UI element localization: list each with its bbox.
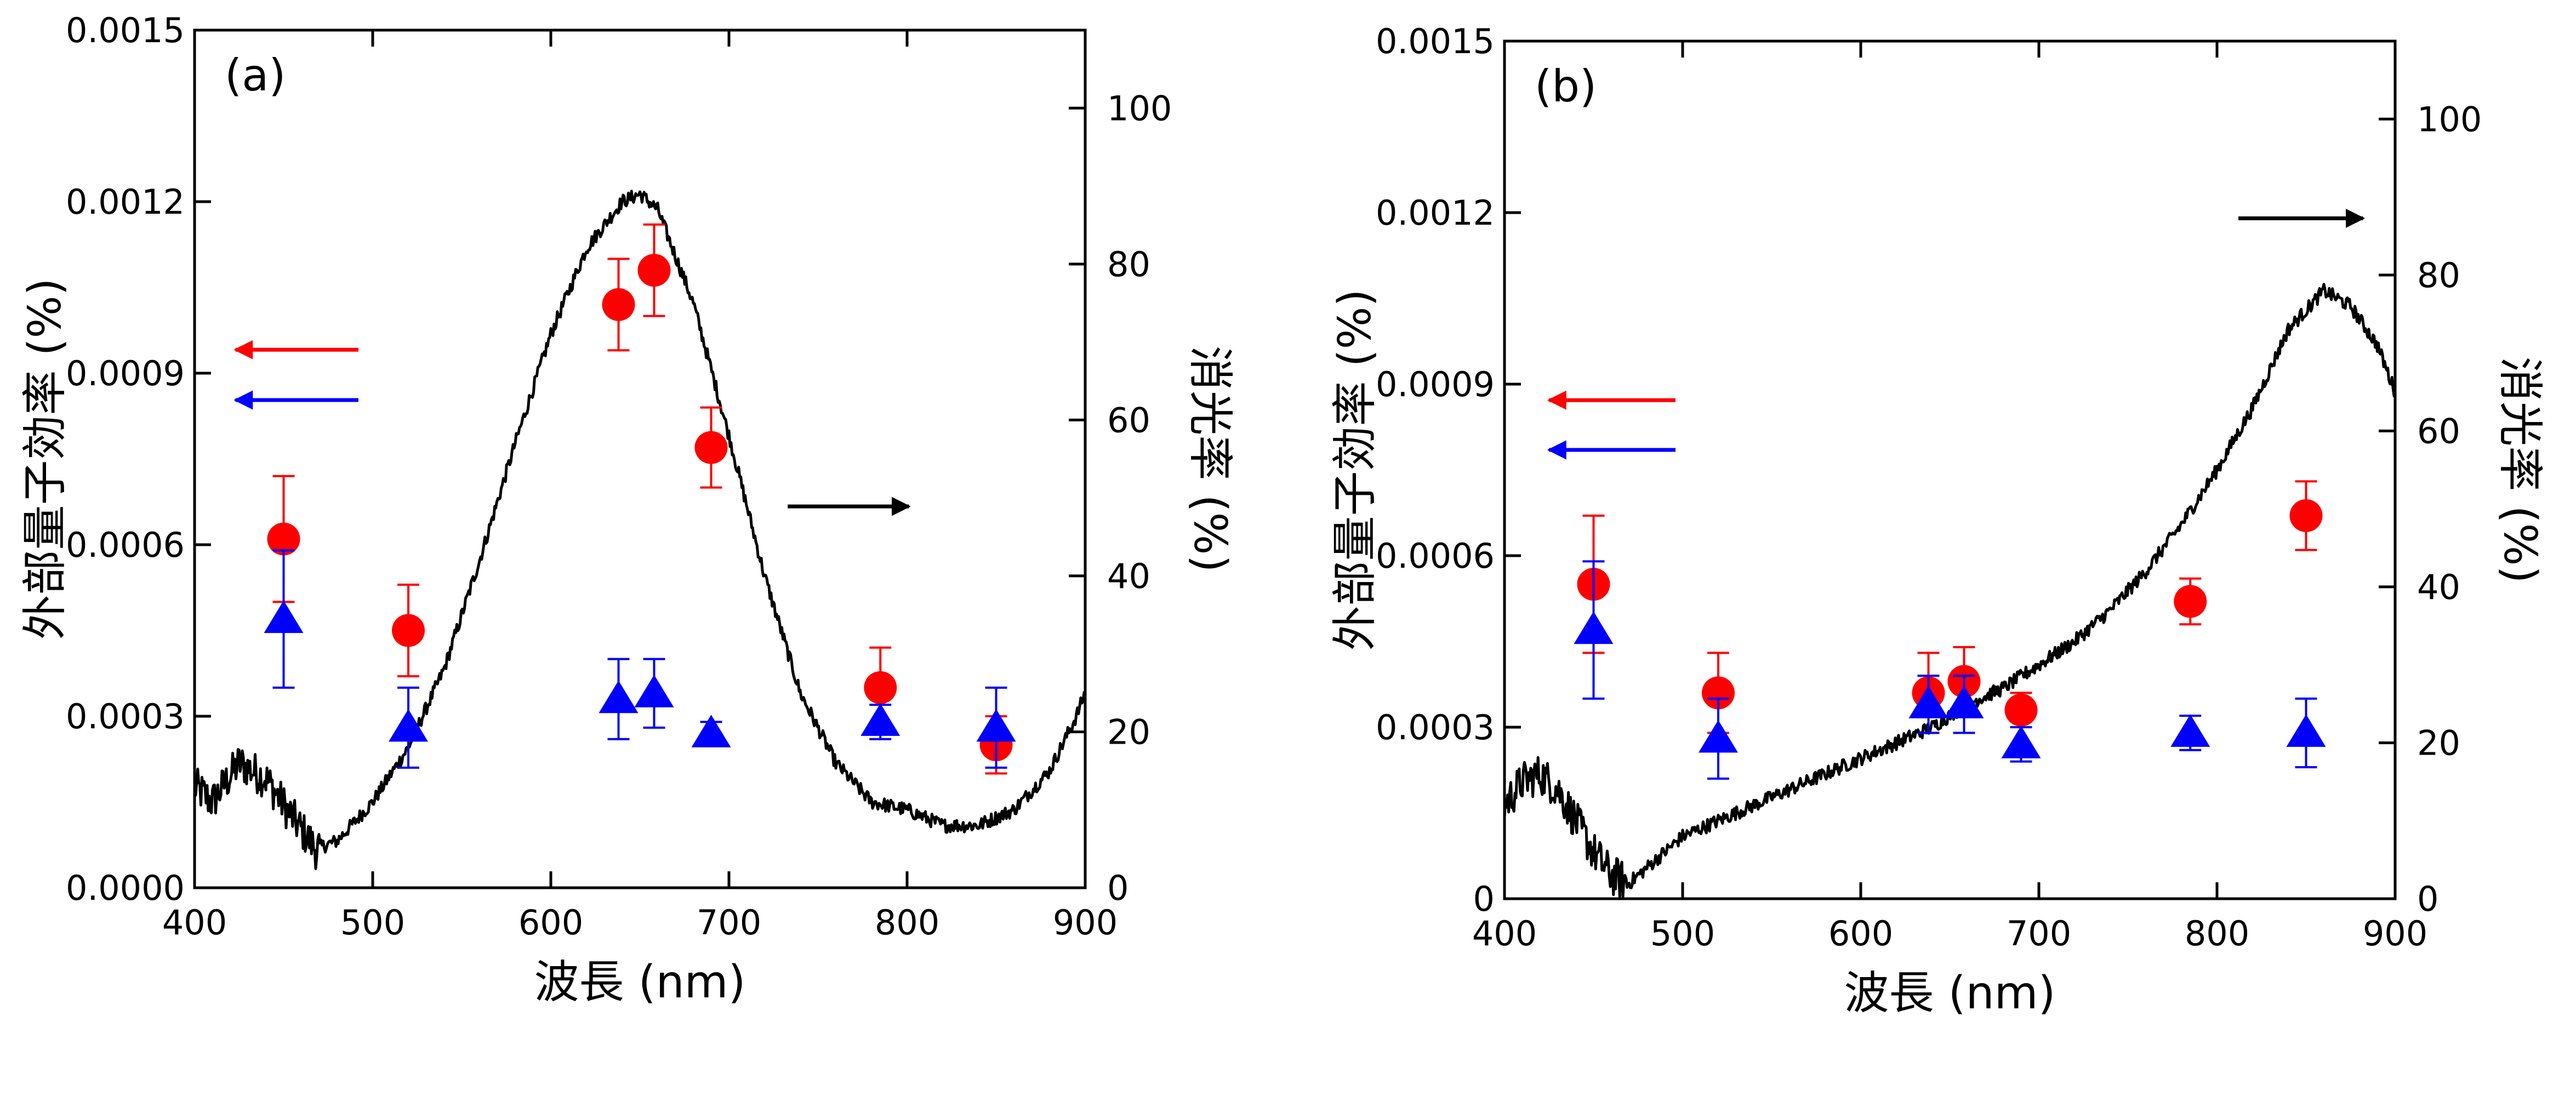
- chart-panel-a: 400 500 600 700 800 9000.00000.00030.00060.00…: [19, 10, 1236, 1008]
- y-left-axis-label: 外部量子効率 (%): [19, 278, 71, 640]
- y-left-tick-label: 0.0012: [1376, 193, 1495, 233]
- data-point-triangle: [2286, 714, 2326, 747]
- data-point-triangle: [1944, 686, 1984, 718]
- x-tick-label: 700: [2007, 914, 2071, 954]
- y-right-axis-label: 消光率 (%): [2494, 357, 2546, 584]
- y-right-tick-label: 80: [1107, 244, 1150, 284]
- x-tick-label: 500: [1650, 914, 1715, 954]
- x-tick-label: 800: [2185, 914, 2249, 954]
- data-point-triangle: [860, 703, 901, 736]
- chart-panel-b: 400 500 600 700 800 90000.00030.00060.00090.0…: [1329, 21, 2546, 1019]
- data-point-triangle: [1699, 720, 1738, 753]
- data-point-circle: [392, 614, 425, 647]
- data-point-triangle: [599, 680, 639, 713]
- x-axis-label: 波長 (nm): [534, 956, 746, 1008]
- data-point-triangle: [2001, 726, 2041, 758]
- x-tick-label: 600: [518, 903, 583, 943]
- y-left-axis-label: 外部量子効率 (%): [1329, 289, 1381, 651]
- data-point-circle: [637, 254, 671, 287]
- x-tick-label: 500: [340, 903, 405, 943]
- y-left-tick-label: 0.0009: [1376, 364, 1495, 404]
- x-tick-label: 600: [1828, 914, 1893, 954]
- x-tick-label: 400: [1472, 914, 1537, 954]
- y-right-tick-label: 40: [2417, 567, 2460, 607]
- y-left-tick-label: 0.0000: [66, 868, 185, 908]
- y-left-tick-label: 0.0003: [66, 697, 185, 737]
- y-left-tick-label: 0.0006: [66, 525, 185, 565]
- extinction-spectrum-line: [1503, 283, 2397, 898]
- y-right-tick-label: 80: [2417, 255, 2460, 295]
- data-point-circle: [267, 522, 300, 556]
- x-tick-label: 400: [162, 903, 227, 943]
- panel-label: (b): [1535, 61, 1597, 112]
- y-right-tick-label: 0: [2417, 879, 2438, 919]
- data-point-circle: [694, 431, 728, 464]
- y-right-tick-label: 20: [2417, 723, 2460, 763]
- y-left-tick-label: 0.0015: [66, 10, 185, 50]
- x-axis-label: 波長 (nm): [1844, 967, 2056, 1019]
- y-right-tick-label: 60: [2417, 411, 2460, 451]
- data-point-triangle: [264, 600, 304, 633]
- plot-frame: [193, 28, 1087, 889]
- y-right-axis-label: 消光率 (%): [1184, 346, 1236, 573]
- y-left-tick-label: 0.0003: [1376, 707, 1495, 747]
- x-tick-label: 800: [875, 903, 939, 943]
- y-left-tick-label: 0: [1473, 879, 1495, 919]
- data-point-circle: [864, 671, 897, 704]
- data-point-circle: [1702, 676, 1735, 710]
- x-tick-label: 900: [1053, 903, 1118, 943]
- y-right-tick-label: 100: [2417, 99, 2482, 139]
- data-point-triangle: [1908, 686, 1948, 718]
- y-right-tick-label: 60: [1107, 400, 1150, 440]
- data-point-triangle: [976, 709, 1016, 742]
- data-point-circle: [602, 288, 635, 321]
- extinction-spectrum-line: [193, 190, 1086, 870]
- data-point-triangle: [1574, 611, 1614, 644]
- y-left-tick-label: 0.0009: [66, 353, 185, 393]
- data-point-triangle: [634, 675, 674, 707]
- data-point-triangle: [389, 709, 428, 742]
- y-left-tick-label: 0.0015: [1376, 21, 1495, 61]
- y-right-tick-label: 40: [1107, 556, 1150, 596]
- x-tick-label: 900: [2363, 914, 2427, 954]
- data-point-circle: [2289, 499, 2323, 532]
- data-point-circle: [2174, 585, 2207, 618]
- y-left-tick-label: 0.0012: [66, 182, 185, 222]
- y-left-tick-label: 0.0006: [1376, 536, 1495, 576]
- x-tick-label: 700: [697, 903, 761, 943]
- y-right-tick-label: 20: [1107, 712, 1150, 752]
- y-right-tick-label: 100: [1107, 88, 1172, 128]
- data-point-circle: [2004, 693, 2038, 727]
- data-point-triangle: [2170, 714, 2210, 747]
- plot-frame: [1503, 39, 2397, 900]
- panel-label: (a): [225, 50, 286, 101]
- data-point-triangle: [691, 715, 731, 747]
- y-right-tick-label: 0: [1107, 868, 1129, 908]
